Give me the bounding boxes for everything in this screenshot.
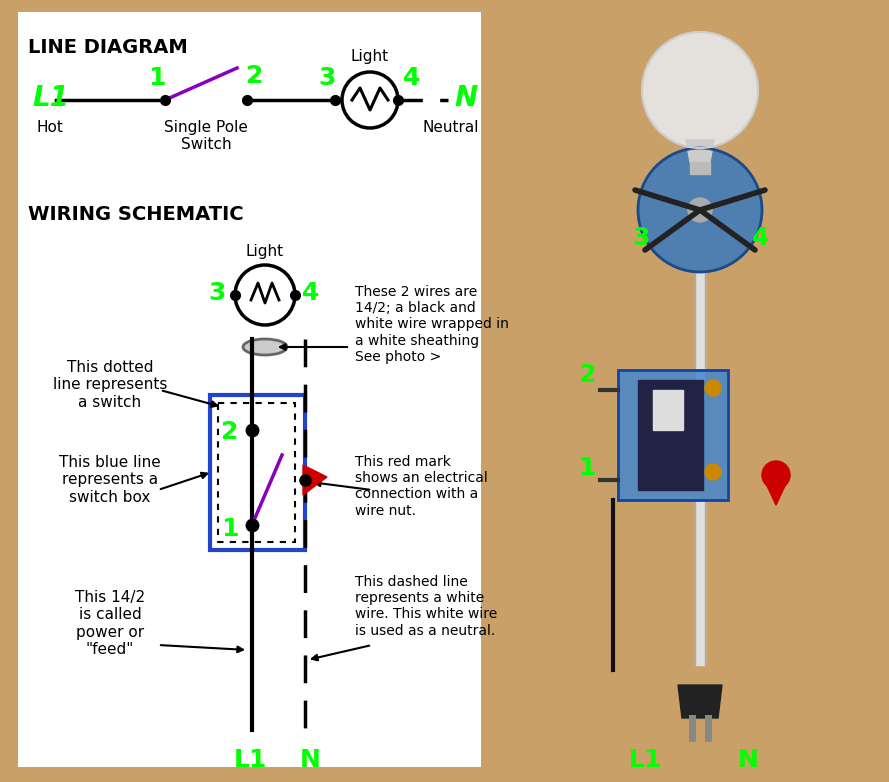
Bar xyxy=(638,380,703,490)
Text: L1: L1 xyxy=(233,748,267,772)
Text: 2: 2 xyxy=(221,420,238,444)
Text: LINE DIAGRAM: LINE DIAGRAM xyxy=(28,38,188,57)
Text: This blue line
represents a
switch box: This blue line represents a switch box xyxy=(60,455,161,505)
Text: Single Pole
Switch: Single Pole Switch xyxy=(164,120,248,152)
Polygon shape xyxy=(686,140,714,162)
Text: This dotted
line represents
a switch: This dotted line represents a switch xyxy=(52,360,167,410)
Text: N: N xyxy=(738,748,758,772)
Polygon shape xyxy=(678,685,722,718)
Bar xyxy=(18,12,481,767)
Text: 3: 3 xyxy=(208,281,226,305)
Bar xyxy=(618,370,728,500)
Text: This dashed line
represents a white
wire. This white wire
is used as a neutral.: This dashed line represents a white wire… xyxy=(355,575,497,637)
Text: 3: 3 xyxy=(318,66,336,90)
Text: 2: 2 xyxy=(246,64,264,88)
Bar xyxy=(653,390,683,430)
Text: 1: 1 xyxy=(579,456,596,480)
Text: Neutral: Neutral xyxy=(423,120,479,135)
Text: 4: 4 xyxy=(752,226,769,250)
Circle shape xyxy=(762,461,790,489)
Text: L1: L1 xyxy=(629,748,661,772)
Text: 4: 4 xyxy=(403,66,420,90)
Text: Light: Light xyxy=(351,49,389,64)
Text: Hot: Hot xyxy=(37,120,64,135)
Text: WIRING SCHEMATIC: WIRING SCHEMATIC xyxy=(28,205,244,224)
Circle shape xyxy=(688,198,712,222)
Text: 1: 1 xyxy=(148,66,165,90)
Text: 1: 1 xyxy=(221,517,239,541)
Ellipse shape xyxy=(243,339,287,355)
Bar xyxy=(618,370,728,500)
Bar xyxy=(218,403,295,542)
Text: 4: 4 xyxy=(302,281,320,305)
Text: 2: 2 xyxy=(579,363,596,387)
Text: Light: Light xyxy=(246,244,284,259)
Text: N: N xyxy=(454,84,477,112)
Bar xyxy=(210,395,305,550)
Text: L1: L1 xyxy=(32,84,68,112)
Text: This 14/2
is called
power or
"feed": This 14/2 is called power or "feed" xyxy=(75,590,145,657)
Circle shape xyxy=(705,380,721,396)
Text: This red mark
shows an electrical
connection with a
wire nut.: This red mark shows an electrical connec… xyxy=(355,455,488,518)
Text: N: N xyxy=(300,748,320,772)
Text: These 2 wires are
14/2; a black and
white wire wrapped in
a white sheathing
See : These 2 wires are 14/2; a black and whit… xyxy=(355,285,509,364)
Polygon shape xyxy=(762,475,790,505)
Bar xyxy=(690,162,710,174)
Text: 3: 3 xyxy=(632,226,649,250)
Circle shape xyxy=(705,464,721,480)
Circle shape xyxy=(638,148,762,272)
Polygon shape xyxy=(303,465,327,495)
Circle shape xyxy=(642,32,758,148)
